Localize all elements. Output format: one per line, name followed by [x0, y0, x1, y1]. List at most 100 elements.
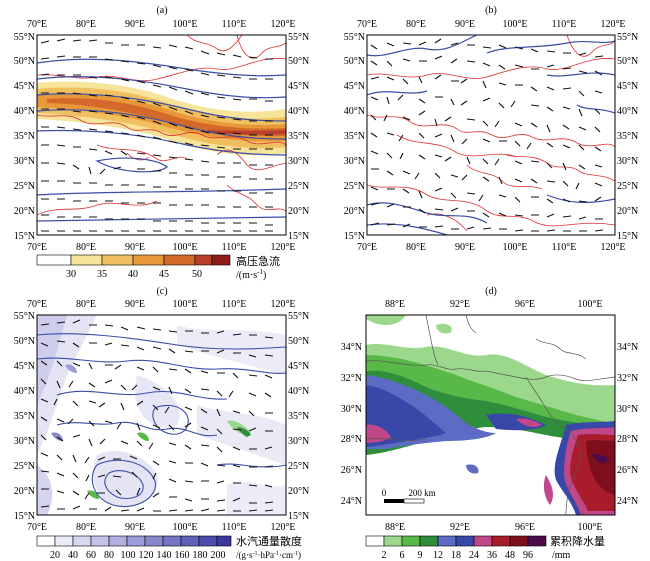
panel-a-right-ticks: 55°N 50°N 45°N 40°N 35°N 30°N 25°N 20°N … [288, 32, 309, 242]
panel-c-barbs [40, 319, 274, 512]
panel-a-left-tick: 35°N [14, 131, 35, 142]
cb-a-label: 50 [192, 269, 202, 280]
cb-d-label: 24 [469, 550, 479, 561]
panel-a-top-tick: 70°E [27, 19, 47, 30]
panel-d-scale-bar: 0 200 km [382, 488, 436, 504]
panel-b-frame [366, 34, 616, 236]
panel-c-right-ticks: 55°N 50°N 45°N 40°N 35°N 30°N 25°N 20°N … [288, 311, 309, 522]
panel-a-left-ticks: 55°N 50°N 45°N 40°N 35°N 30°N 25°N 20°N … [14, 32, 35, 242]
cb-c-swatch [90, 535, 110, 547]
panel-a-right-tick: 40°N [288, 106, 309, 117]
cb-c-swatch [36, 535, 56, 547]
cb-c-label: 20 [50, 550, 60, 561]
panel-b-right-ticks: 55°N 50°N 45°N 40°N 35°N 30°N 25°N 20°N … [617, 32, 638, 242]
panel-b-left-tick: 35°N [344, 131, 365, 142]
panel-b-right-tick: 25°N [617, 181, 638, 192]
panel-d-left-ticks: 34°N 32°N 30°N 28°N 26°N 24°N [341, 342, 362, 507]
panel-b-right-tick: 35°N [617, 131, 638, 142]
panel-a-colorbar: 30 35 40 45 50 高压急流 /(m·s-1) [36, 254, 280, 281]
cb-d-label: 2 [382, 550, 387, 561]
panel-d-right-tick: 26°N [617, 465, 638, 476]
scale-bar-label: 200 km [408, 488, 435, 498]
panel-a-bottom-tick: 110°E [222, 242, 247, 253]
panel-a-bottom-tick: 90°E [125, 242, 145, 253]
cb-a-label: 40 [128, 269, 138, 280]
panel-d-top-tick: 100°E [577, 299, 602, 310]
panel-b-right-tick: 15°N [617, 231, 638, 242]
panel-c-right-tick: 20°N [288, 486, 309, 497]
panel-d-left-tick: 28°N [341, 434, 362, 445]
panel-c-bottom-tick: 110°E [222, 522, 247, 533]
panel-b-right-tick: 30°N [617, 156, 638, 167]
cb-d-swatch [473, 535, 493, 547]
panel-d-bottom-ticks: 88°E 92°E 96°E 100°E [385, 522, 603, 533]
cb-d-label: 96 [523, 550, 533, 561]
cb-d-title: 累积降水量 [550, 534, 605, 548]
panel-a-left-tick: 40°N [14, 106, 35, 117]
cb-d-label: 6 [400, 550, 405, 561]
panel-b-top-tick: 70°E [357, 19, 377, 30]
panel-a-letter: (a) [156, 5, 167, 16]
panel-c-top-tick: 110°E [222, 299, 247, 310]
panel-d-right-tick: 30°N [617, 404, 638, 415]
panel-a-right-tick: 35°N [288, 131, 309, 142]
panel-d: (d) 88°E 92°E 96°E 100°E 88°E 92°E 96°E … [341, 286, 638, 561]
panel-b-barbs [370, 38, 604, 232]
panel-a-left-tick: 45°N [14, 81, 35, 92]
panel-a-right-tick: 20°N [288, 206, 309, 217]
panel-a-top-tick: 100°E [172, 19, 197, 30]
panel-a-top-tick: 90°E [125, 19, 145, 30]
cb-d-label: 18 [451, 550, 461, 561]
panel-d-top-ticks: 88°E 92°E 96°E 100°E [385, 299, 603, 310]
panel-d-top-tick: 96°E [515, 299, 535, 310]
panel-a-jet-band [37, 81, 286, 156]
panel-c-right-tick: 35°N [288, 411, 309, 422]
cb-c-label: 160 [175, 550, 190, 561]
cb-d-swatch [437, 535, 457, 547]
panel-a-right-tick: 15°N [288, 231, 309, 242]
panel-a-left-tick: 25°N [14, 181, 35, 192]
cb-c-swatch [108, 535, 128, 547]
panel-a-bottom-ticks: 70°E 80°E 90°E 100°E 110°E 120°E [27, 242, 296, 253]
cb-a-label: 35 [97, 269, 107, 280]
cb-d-swatch [419, 535, 439, 547]
panel-a-frame [36, 34, 287, 236]
panel-d-precip [366, 315, 615, 515]
cb-c-swatch [72, 535, 92, 547]
panel-b-bottom-tick: 90°E [455, 242, 475, 253]
panel-c-bottom-tick: 90°E [125, 522, 145, 533]
panel-d-left-tick: 34°N [341, 342, 362, 353]
panel-c-left-tick: 15°N [14, 511, 35, 522]
panel-a-top-tick: 110°E [222, 19, 247, 30]
cb-a-swatch [101, 254, 134, 266]
panel-b-bottom-ticks: 70°E 80°E 90°E 100°E 110°E 120°E [357, 242, 626, 253]
panel-b-map [367, 35, 615, 235]
panel-c-top-tick: 90°E [125, 299, 145, 310]
cb-a-unit: /(m·s-1) [236, 268, 266, 281]
panel-a-left-tick: 20°N [14, 206, 35, 217]
panel-a-right-tick: 50°N [288, 56, 309, 67]
panel-c-bottom-tick: 70°E [27, 522, 47, 533]
panel-b-left-tick: 55°N [344, 32, 365, 43]
jet-fill-55 [207, 130, 286, 135]
scale-bar-black [384, 499, 404, 503]
cb-d-swatch [365, 535, 385, 547]
panel-a: (a) 70°E 80°E 90°E 100°E 110°E 120°E 70°… [14, 5, 309, 281]
panel-d-borders [366, 315, 615, 515]
cb-d-label: 12 [433, 550, 443, 561]
panel-c-bottom-tick: 100°E [172, 522, 197, 533]
panel-b-bottom-tick: 80°E [406, 242, 426, 253]
cb-d-swatch [509, 535, 529, 547]
panel-c-right-tick: 45°N [288, 361, 309, 372]
panel-b-top-tick: 100°E [502, 19, 527, 30]
panel-b-bottom-tick: 120°E [600, 242, 625, 253]
panel-a-top-tick: 80°E [76, 19, 96, 30]
panel-a-barbs [40, 38, 273, 232]
panel-c-right-tick: 15°N [288, 511, 309, 522]
panel-a-left-tick: 55°N [14, 32, 35, 43]
panel-c-top-tick: 120°E [270, 299, 295, 310]
cb-c-label: 80 [104, 550, 114, 561]
panel-d-left-tick: 24°N [341, 496, 362, 507]
panel-a-left-tick: 50°N [14, 56, 35, 67]
panel-b-letter: (b) [485, 5, 497, 16]
